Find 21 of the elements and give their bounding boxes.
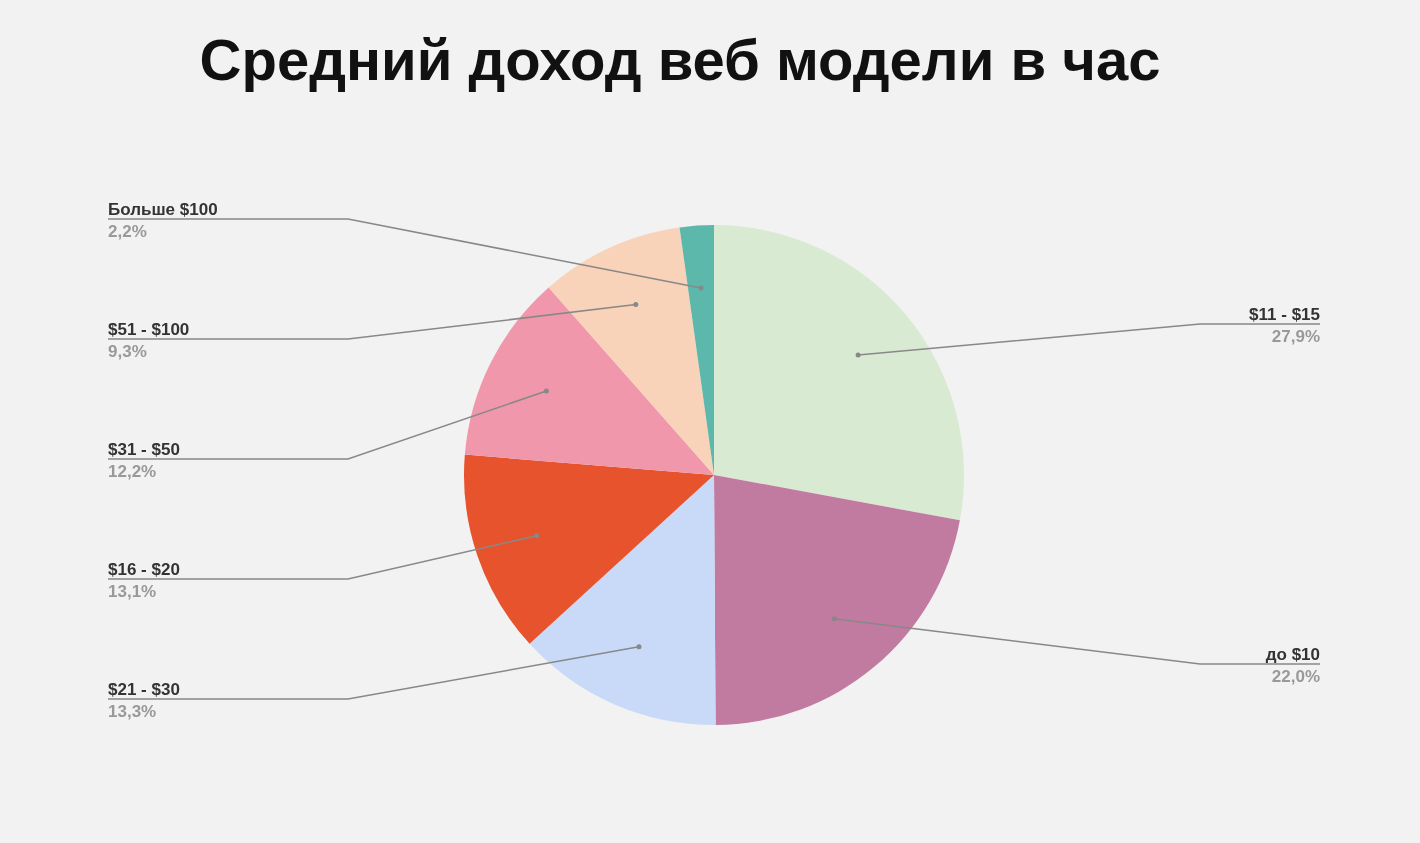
pie-slice <box>464 454 714 644</box>
data-label: 22,0% <box>1271 667 1320 686</box>
slice-label: $51 - $100 <box>108 320 190 339</box>
pie-slice <box>529 475 716 725</box>
pie-slice <box>548 227 714 475</box>
slice-label: до $10 <box>1265 645 1320 664</box>
data-label: 13,3% <box>108 702 157 721</box>
slice-label: $21 - $30 <box>108 680 180 699</box>
data-label: 27,9% <box>1271 327 1320 346</box>
slice-label: $31 - $50 <box>108 440 180 459</box>
data-label: 2,2% <box>108 222 147 241</box>
pie-slice <box>714 475 960 725</box>
pie-slice <box>464 287 714 475</box>
slice-label: Больше $100 <box>108 200 218 219</box>
data-label: 9,3% <box>108 342 147 361</box>
slice-label: $16 - $20 <box>108 560 180 579</box>
slice-label: $11 - $15 <box>1249 305 1320 324</box>
data-label: 12,2% <box>108 462 157 481</box>
data-label: 13,1% <box>108 582 157 601</box>
pie-slice <box>714 225 964 521</box>
chart-title: Средний доход веб модели в час <box>199 27 1161 92</box>
